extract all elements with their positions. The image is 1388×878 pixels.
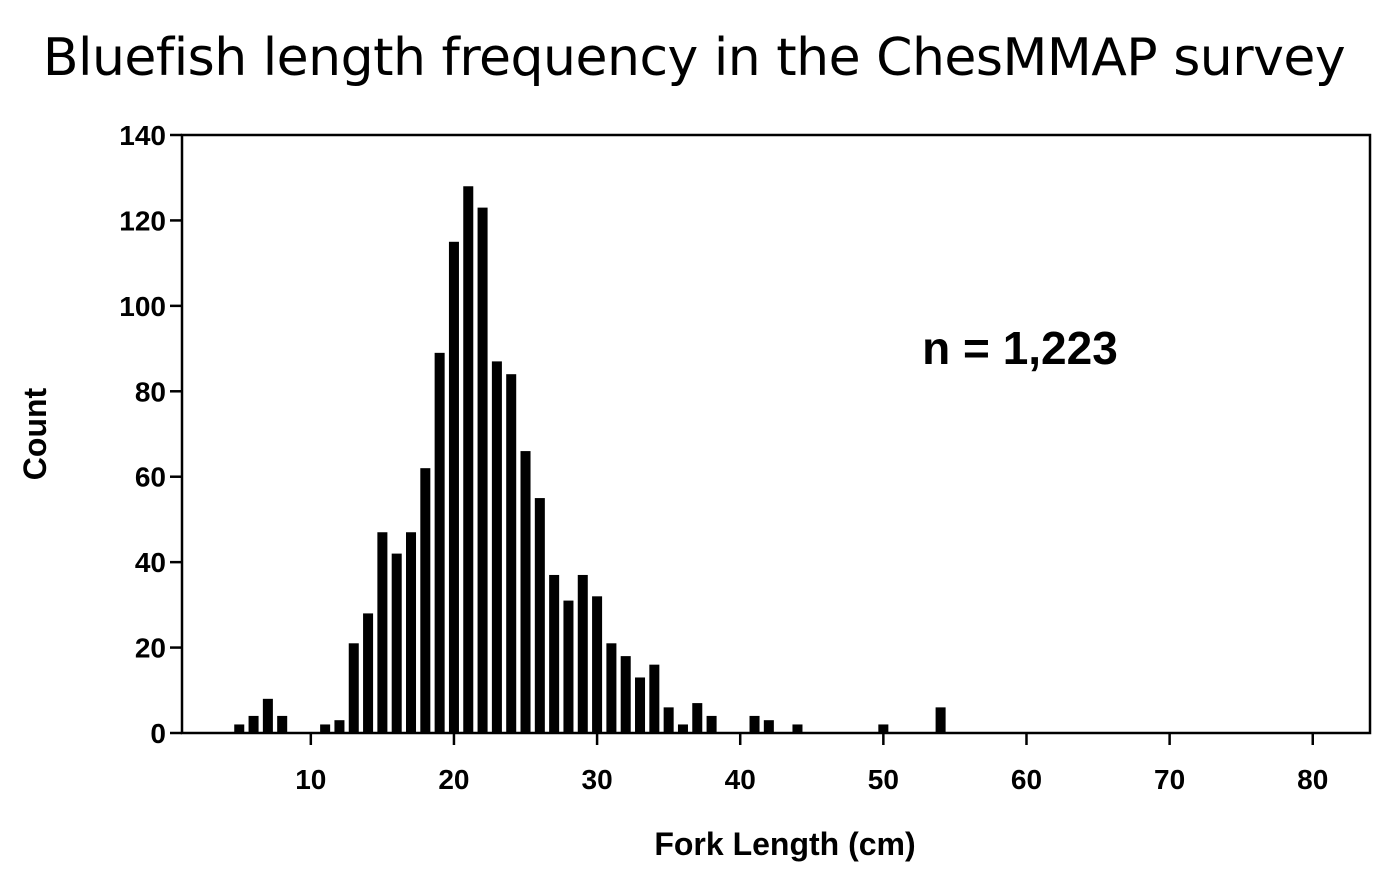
bar-19cm (434, 352, 445, 733)
bar-26cm (534, 498, 545, 733)
y-tick-label-60: 60 (135, 462, 166, 493)
bar-30cm (592, 596, 603, 733)
y-axis-label: Count (17, 387, 53, 480)
y-tick-label-80: 80 (135, 376, 166, 407)
axis-ticks: 10 20 30 40 50 60 70 80 0 20 40 60 80 100 120 140 (119, 120, 1328, 795)
bar-54cm (935, 707, 946, 733)
bar-31cm (606, 643, 617, 733)
bar-32cm (620, 656, 631, 733)
bar-6cm (248, 715, 259, 733)
x-tick-label-50: 50 (868, 764, 899, 795)
bar-27cm (549, 574, 560, 733)
bar-18cm (420, 468, 431, 733)
bar-42cm (763, 720, 774, 733)
bar-8cm (277, 715, 288, 733)
bar-21cm (463, 186, 474, 733)
plot-frame (180, 133, 1372, 735)
bar-28cm (563, 600, 574, 733)
bar-12cm (334, 720, 345, 733)
bar-44cm (792, 724, 803, 733)
bar-11cm (320, 724, 331, 733)
bar-7cm (262, 698, 273, 733)
x-tick-label-70: 70 (1154, 764, 1185, 795)
y-tick-label-120: 120 (119, 205, 166, 236)
x-tick-label-40: 40 (725, 764, 756, 795)
y-tick-label-20: 20 (135, 633, 166, 664)
bar-17cm (406, 532, 417, 733)
bar-34cm (649, 664, 660, 733)
y-tick-label-40: 40 (135, 547, 166, 578)
bar-16cm (391, 553, 402, 733)
x-tick-label-80: 80 (1297, 764, 1328, 795)
sample-size-annotation: n = 1,223 (922, 322, 1118, 374)
bar-14cm (363, 613, 374, 733)
bar-13cm (348, 643, 359, 733)
bars-group (234, 186, 946, 734)
bar-23cm (491, 361, 502, 733)
bar-50cm (878, 724, 889, 733)
y-tick-label-140: 140 (119, 120, 166, 151)
bar-24cm (506, 374, 517, 733)
x-tick-label-60: 60 (1011, 764, 1042, 795)
y-tick-label-0: 0 (150, 718, 166, 749)
bar-38cm (706, 715, 717, 733)
x-tick-label-30: 30 (582, 764, 613, 795)
x-tick-label-20: 20 (438, 764, 469, 795)
x-axis-label: Fork Length (cm) (654, 826, 915, 862)
bar-35cm (663, 707, 674, 733)
bar-36cm (677, 724, 688, 733)
y-tick-label-100: 100 (119, 291, 166, 322)
bar-5cm (234, 724, 245, 733)
bar-41cm (749, 715, 760, 733)
slide-title: Bluefish length frequency in the ChesMMA… (42, 28, 1346, 88)
bar-33cm (635, 677, 646, 733)
x-tick-label-10: 10 (295, 764, 326, 795)
bar-20cm (448, 241, 459, 734)
bar-29cm (577, 574, 588, 733)
bar-15cm (377, 532, 388, 733)
bar-37cm (692, 703, 703, 733)
bar-25cm (520, 451, 531, 733)
bar-22cm (477, 207, 488, 734)
